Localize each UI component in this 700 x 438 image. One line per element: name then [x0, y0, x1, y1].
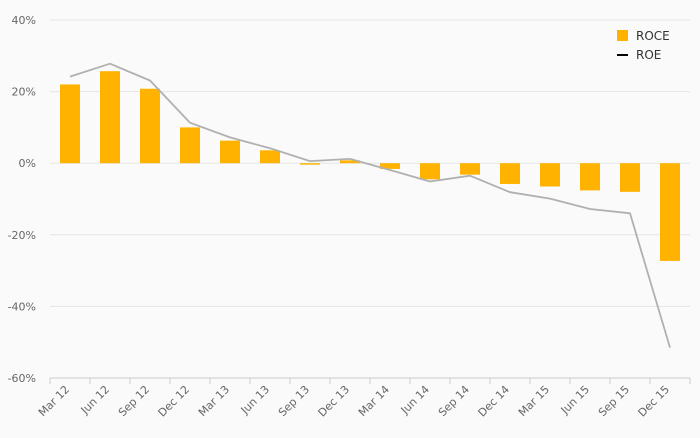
x-tick-label: Jun 14: [398, 383, 432, 417]
line-roe[interactable]: [69, 62, 671, 348]
bar-roce[interactable]: [620, 163, 640, 192]
x-tick-label: Sep 15: [596, 383, 632, 419]
bar-roce[interactable]: [340, 160, 360, 164]
bar-roce[interactable]: [260, 150, 280, 164]
bar-roce[interactable]: [100, 71, 120, 164]
x-tick-label: Mar 12: [36, 383, 72, 419]
bar-roce[interactable]: [380, 163, 400, 169]
x-tick-label: Mar 15: [516, 383, 552, 419]
bar-roce[interactable]: [140, 88, 160, 164]
bar-roce[interactable]: [180, 127, 200, 164]
legend-label-roe: ROE: [636, 48, 661, 62]
x-tick-label: Sep 13: [276, 383, 312, 419]
y-tick-label: 20%: [12, 86, 36, 99]
bar-roce[interactable]: [60, 84, 80, 164]
bar-roce[interactable]: [420, 163, 440, 180]
x-tick-label: Dec 15: [636, 383, 673, 420]
x-tick-label: Dec 13: [316, 383, 353, 420]
legend-swatch-roce: [617, 30, 628, 41]
bar-roce[interactable]: [500, 163, 520, 184]
y-tick-label: 0%: [19, 157, 36, 170]
bar-roce[interactable]: [660, 163, 680, 261]
x-tick-label: Dec 12: [156, 383, 193, 420]
x-tick-label: Mar 13: [196, 383, 232, 419]
bar-roce[interactable]: [580, 163, 600, 191]
bar-roce[interactable]: [540, 163, 560, 187]
bar-roce[interactable]: [220, 140, 240, 164]
x-tick-label: Sep 14: [436, 383, 472, 419]
y-tick-label: -20%: [8, 229, 36, 242]
x-tick-label: Jun 15: [558, 383, 592, 417]
bar-roce[interactable]: [300, 163, 320, 165]
x-tick-label: Sep 12: [116, 383, 152, 419]
x-tick-label: Mar 14: [356, 383, 392, 419]
y-tick-label: -40%: [8, 300, 36, 313]
y-tick-label: 40%: [12, 14, 36, 27]
legend-label-roce: ROCE: [636, 29, 670, 43]
bar-roce[interactable]: [460, 163, 480, 175]
y-tick-label: -60%: [8, 372, 36, 385]
x-tick-label: Jun 13: [238, 383, 272, 417]
x-tick-label: Jun 12: [78, 383, 112, 417]
x-tick-label: Dec 14: [476, 383, 513, 420]
